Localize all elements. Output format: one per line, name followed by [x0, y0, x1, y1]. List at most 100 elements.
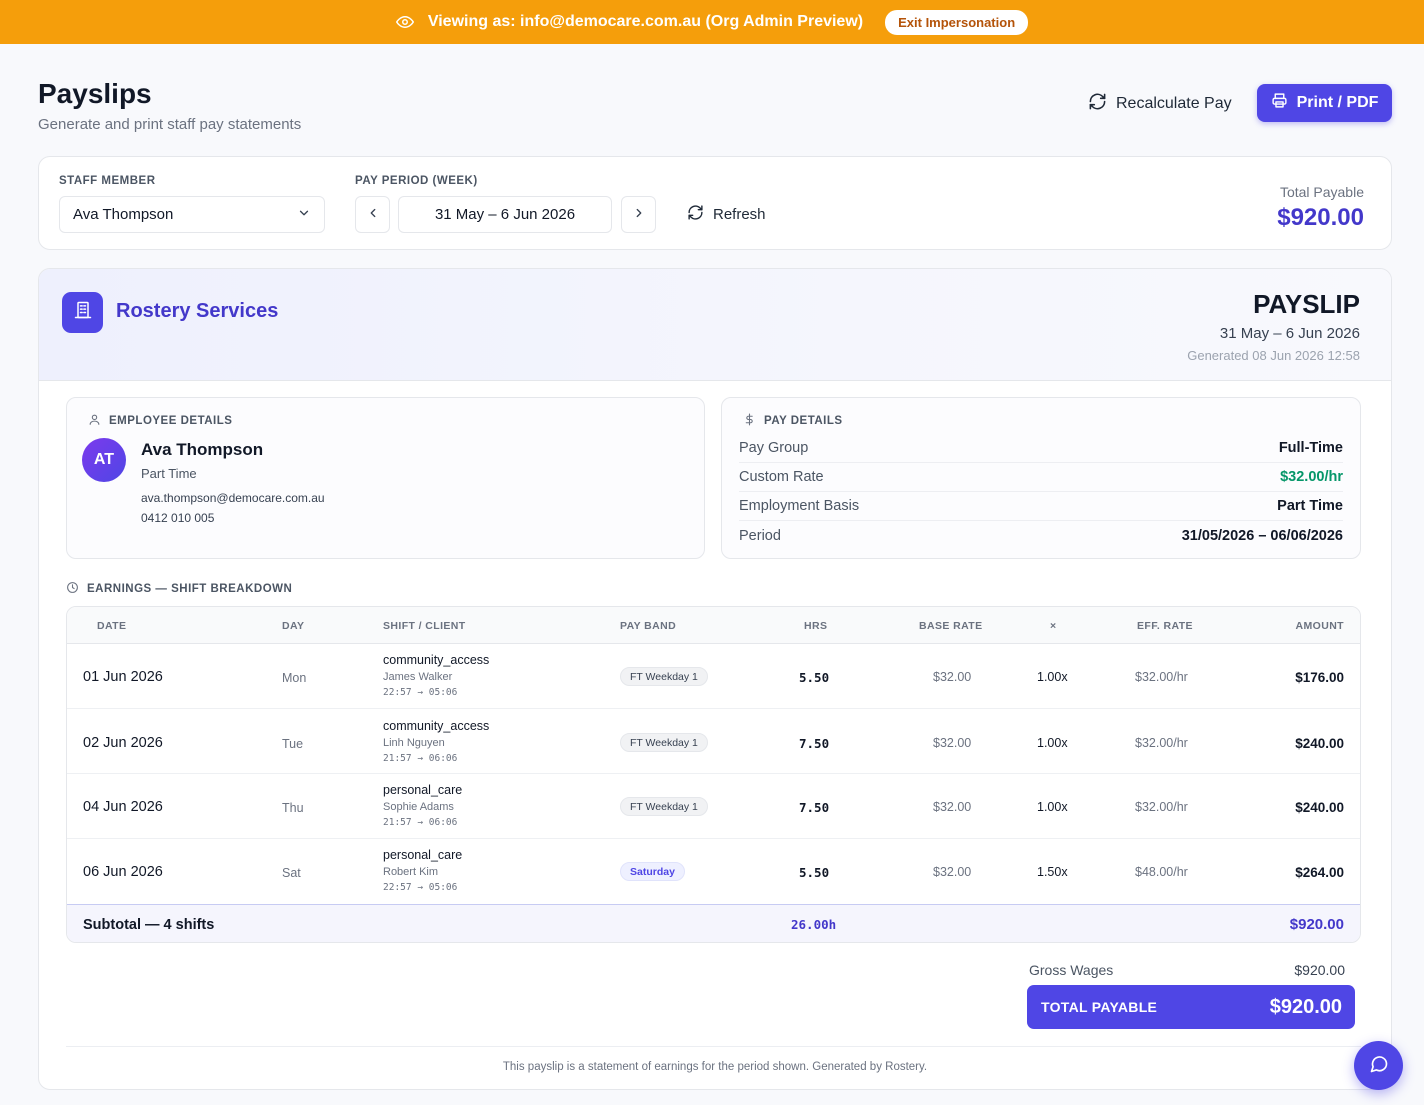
pay-row-key: Custom Rate — [739, 469, 824, 485]
recalculate-pay-label: Recalculate Pay — [1116, 95, 1232, 112]
company-logo — [62, 292, 103, 333]
pay-row-value: 31/05/2026 – 06/06/2026 — [1181, 527, 1343, 544]
gross-wages-value: $920.00 — [1294, 962, 1345, 978]
total-payable-label: Total Payable — [1279, 184, 1364, 200]
cell-shift-type: personal_care — [383, 848, 463, 862]
cell-hrs: 5.50 — [799, 670, 830, 685]
cell-shift-time: 22:57 → 05:06 — [383, 882, 458, 893]
cell-hrs: 7.50 — [799, 800, 830, 815]
total-payable-bar: TOTAL PAYABLE $920.00 — [1027, 985, 1355, 1029]
print-pdf-button[interactable]: Print / PDF — [1257, 84, 1392, 122]
dollar-icon — [743, 413, 756, 429]
pay-band-badge: FT Weekday 1 — [620, 797, 708, 816]
eye-icon — [395, 13, 414, 31]
avatar: AT — [82, 438, 126, 482]
employee-type: Part Time — [141, 466, 197, 481]
cell-shift-type: community_access — [383, 719, 490, 733]
pay-row-pay-group: Pay Group Full-Time — [739, 434, 1343, 463]
refresh-label: Refresh — [713, 206, 766, 223]
employee-details-heading: EMPLOYEE DETAILS — [88, 413, 232, 429]
cell-amount: $264.00 — [1295, 865, 1344, 880]
pay-row-key: Period — [739, 527, 781, 544]
cell-amount: $176.00 — [1295, 670, 1344, 685]
cell-shift-time: 21:57 → 06:06 — [383, 817, 458, 828]
page-title: Payslips — [38, 78, 152, 109]
page-subtitle: Generate and print staff pay statements — [38, 116, 302, 133]
subtotal-amount: $920.00 — [1289, 916, 1344, 933]
cell-client: Sophie Adams — [383, 801, 454, 813]
next-period-button[interactable] — [621, 196, 656, 233]
employee-details-title: EMPLOYEE DETAILS — [109, 415, 233, 427]
pay-row-value: $32.00/hr — [1280, 469, 1343, 485]
refresh-icon — [687, 204, 704, 225]
earnings-heading: EARNINGS — SHIFT BREAKDOWN — [66, 581, 292, 597]
payslip-title: PAYSLIP — [1253, 289, 1360, 319]
pay-row-value: Part Time — [1277, 498, 1343, 514]
pay-row-period: Period 31/05/2026 – 06/06/2026 — [739, 521, 1343, 550]
subtotal-label: Subtotal — 4 shifts — [83, 917, 215, 933]
cell-multiplier: 1.00x — [1037, 736, 1068, 750]
payslip-card: Rostery Services PAYSLIP 31 May – 6 Jun … — [38, 268, 1392, 1090]
staff-member-select[interactable]: Ava Thompson — [59, 196, 325, 233]
pay-row-custom-rate: Custom Rate $32.00/hr — [739, 463, 1343, 492]
refresh-button[interactable]: Refresh — [677, 196, 776, 233]
employee-name: Ava Thompson — [141, 440, 264, 459]
banner-text: Viewing as: info@democare.com.au (Org Ad… — [427, 13, 864, 30]
cell-day: Tue — [282, 737, 304, 751]
subtotal-row: Subtotal — 4 shifts 26.00h $920.00 — [67, 904, 1360, 942]
column-header-pay-band: PAY BAND — [620, 620, 677, 632]
cell-multiplier: 1.00x — [1037, 800, 1068, 814]
subtotal-hrs: 26.00h — [791, 917, 837, 932]
pay-period-display: 31 May – 6 Jun 2026 — [398, 196, 612, 233]
cell-eff-rate: $32.00/hr — [1135, 800, 1188, 814]
cell-multiplier: 1.00x — [1037, 670, 1068, 684]
cell-eff-rate: $32.00/hr — [1135, 670, 1188, 684]
cell-client: James Walker — [383, 671, 453, 683]
earnings-table: DATE DAY SHIFT / CLIENT PAY BAND HRS BAS… — [66, 606, 1361, 943]
cell-date: 02 Jun 2026 — [83, 735, 163, 751]
pay-details-box: PAY DETAILS Pay Group Full-Time Custom R… — [721, 397, 1361, 559]
clock-icon — [66, 581, 79, 597]
table-row: 06 Jun 2026 Sat personal_care Robert Kim… — [67, 839, 1360, 904]
chat-bubble-icon — [1369, 1054, 1389, 1077]
table-row: 04 Jun 2026 Thu personal_care Sophie Ada… — [67, 774, 1360, 839]
column-header-date: DATE — [97, 620, 127, 632]
staff-member-value: Ava Thompson — [73, 206, 174, 223]
payslip-period: 31 May – 6 Jun 2026 — [1219, 325, 1360, 342]
column-header-day: DAY — [282, 620, 305, 632]
cell-base-rate: $32.00 — [933, 865, 972, 879]
pay-details-heading: PAY DETAILS — [743, 413, 843, 429]
pay-row-key: Employment Basis — [739, 498, 860, 514]
cell-client: Robert Kim — [383, 866, 439, 878]
column-header-multiplier: × — [1050, 620, 1057, 632]
cell-amount: $240.00 — [1295, 736, 1344, 751]
total-payable-bar-label: TOTAL PAYABLE — [1041, 999, 1158, 1015]
print-pdf-label: Print / PDF — [1296, 94, 1379, 111]
recalculate-pay-button[interactable]: Recalculate Pay — [1078, 86, 1242, 122]
pay-details-title: PAY DETAILS — [764, 415, 843, 427]
cell-date: 04 Jun 2026 — [83, 799, 163, 815]
chevron-left-icon — [366, 206, 380, 223]
pay-row-key: Pay Group — [739, 440, 809, 456]
filter-card: STAFF MEMBER Ava Thompson PAY PERIOD (WE… — [38, 156, 1392, 250]
column-header-hrs: HRS — [804, 620, 828, 632]
chat-button[interactable] — [1354, 1041, 1403, 1090]
pay-period-label: PAY PERIOD (WEEK) — [355, 175, 478, 187]
pay-row-value: Full-Time — [1278, 440, 1343, 456]
cell-day: Thu — [282, 801, 304, 815]
payslip-header: Rostery Services PAYSLIP 31 May – 6 Jun … — [39, 269, 1391, 381]
user-icon — [88, 413, 101, 429]
cell-eff-rate: $48.00/hr — [1135, 865, 1188, 879]
column-header-base-rate: BASE RATE — [919, 620, 983, 632]
printer-icon — [1271, 92, 1288, 114]
exit-impersonation-button[interactable]: Exit Impersonation — [885, 9, 1029, 35]
impersonation-banner: Viewing as: info@democare.com.au (Org Ad… — [0, 0, 1424, 44]
cell-shift-time: 21:57 → 06:06 — [383, 753, 458, 764]
pay-band-badge: FT Weekday 1 — [620, 733, 708, 752]
cell-client: Linh Nguyen — [383, 737, 445, 749]
cell-base-rate: $32.00 — [933, 736, 972, 750]
previous-period-button[interactable] — [355, 196, 390, 233]
cell-hrs: 7.50 — [799, 736, 830, 751]
footer-divider — [66, 1046, 1361, 1047]
cell-shift-type: personal_care — [383, 783, 463, 797]
